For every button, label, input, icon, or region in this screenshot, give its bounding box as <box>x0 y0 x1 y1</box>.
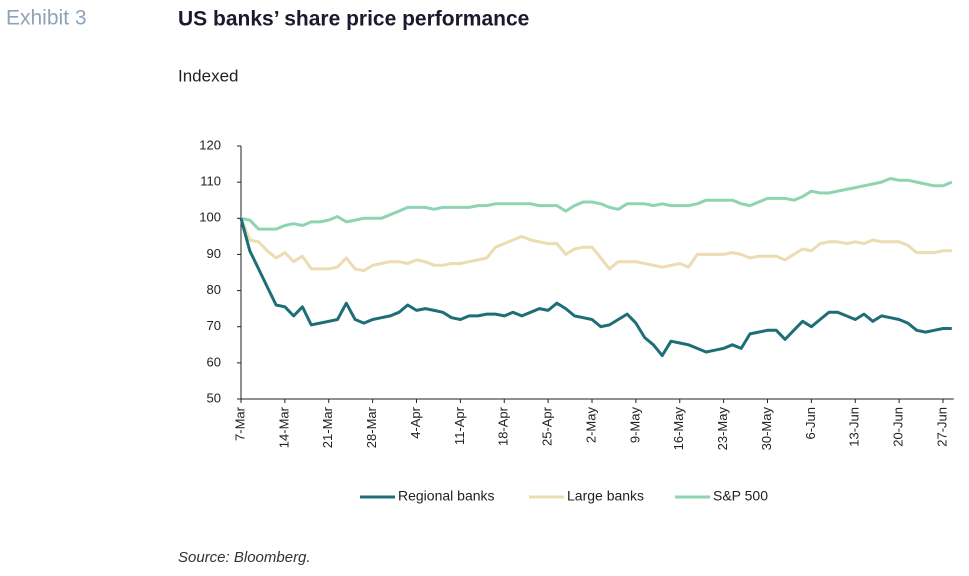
y-tick-label: 120 <box>199 137 221 152</box>
x-tick-label: 6-Jun <box>803 407 818 440</box>
chart-title: US banks’ share price performance <box>178 8 529 31</box>
x-tick-label: 18-Apr <box>496 406 511 446</box>
legend-label: Large banks <box>567 488 644 504</box>
x-tick-label: 2-May <box>583 407 598 444</box>
legend-label: S&P 500 <box>713 488 768 504</box>
source-note: Source: Bloomberg. <box>178 549 311 566</box>
series-line <box>239 217 952 358</box>
y-tick-label: 80 <box>207 282 221 297</box>
y-tick-label: 90 <box>207 246 221 261</box>
y-tick-label: 110 <box>200 174 221 189</box>
y-tick-label: 50 <box>207 390 221 405</box>
x-tick-label: 25-Apr <box>540 406 555 446</box>
chart-subtitle: Indexed <box>178 66 239 85</box>
x-tick-label: 16-May <box>671 407 686 451</box>
x-tick-label: 23-May <box>715 407 730 451</box>
x-tick-label: 9-May <box>627 407 642 444</box>
y-tick-label: 60 <box>207 354 221 369</box>
x-tick-label: 4-Apr <box>408 406 423 438</box>
x-tick-label: 30-May <box>759 407 774 451</box>
y-tick-label: 70 <box>207 318 221 333</box>
series-line <box>240 177 953 231</box>
y-tick-label: 100 <box>199 210 221 225</box>
legend-label: Regional banks <box>398 488 495 504</box>
series-line <box>239 217 952 273</box>
x-tick-label: 14-Mar <box>276 406 291 448</box>
x-tick-label: 20-Jun <box>891 407 906 447</box>
x-tick-label: 7-Mar <box>232 406 247 441</box>
x-tick-label: 28-Mar <box>364 406 379 448</box>
exhibit-label: Exhibit 3 <box>6 7 87 30</box>
x-tick-label: 11-Apr <box>452 406 467 445</box>
x-tick-label: 21-Mar <box>320 406 335 448</box>
x-tick-label: 13-Jun <box>847 407 862 447</box>
x-tick-label: 27-Jun <box>934 407 949 447</box>
